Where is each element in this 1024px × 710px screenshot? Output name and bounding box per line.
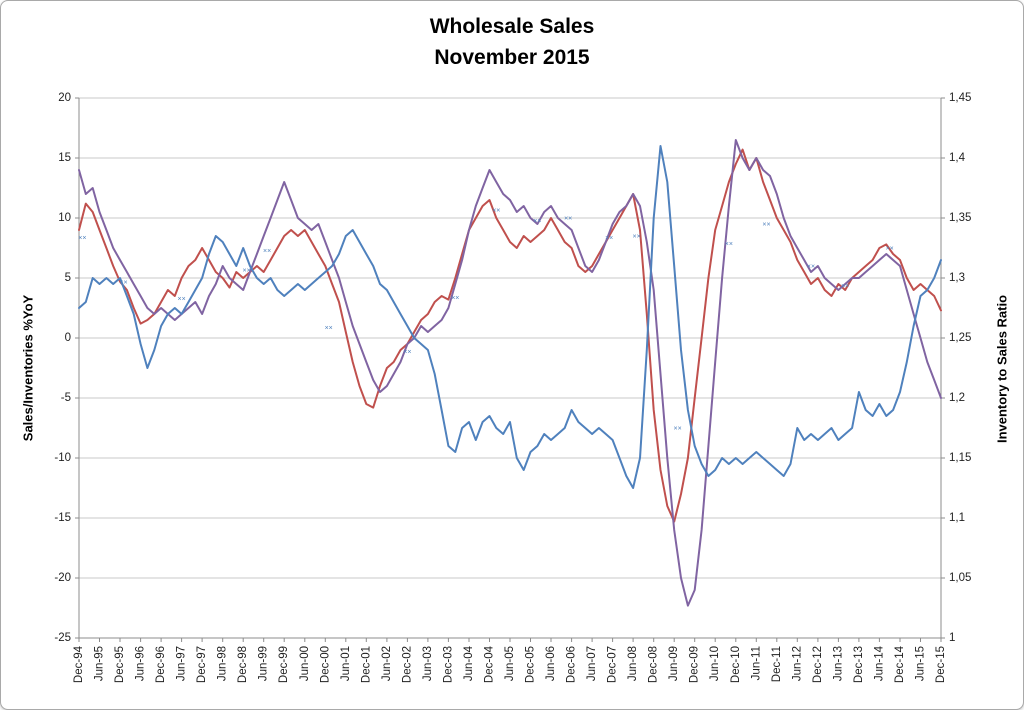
data-point-marker: ×× xyxy=(633,234,641,241)
x-tick-label: Dec-07 xyxy=(607,646,619,683)
y-left-tick-label: -10 xyxy=(54,452,71,464)
data-point-marker: ×× xyxy=(725,241,733,248)
series-sales-yoy-red xyxy=(78,148,942,523)
data-point-marker: ×× xyxy=(403,349,411,356)
data-point-marker: ×× xyxy=(762,222,770,229)
y-left-tick-label: 0 xyxy=(65,332,71,344)
x-tick-label: Dec-94 xyxy=(73,645,85,683)
y-right-tick-label: 1,15 xyxy=(949,452,971,464)
x-tick-label: Jun-05 xyxy=(504,646,516,681)
x-tick-label: Jun-99 xyxy=(258,646,270,681)
x-tick-label: Dec-08 xyxy=(648,646,660,683)
y-axis-right-title: Inventory to Sales Ratio xyxy=(994,294,1010,444)
y-left-tick-label: 15 xyxy=(58,152,71,164)
x-tick-label: Jun-15 xyxy=(915,646,927,681)
y-left-tick-label: 20 xyxy=(58,92,71,104)
series-inventory-to-sales-ratio-blue xyxy=(78,145,942,489)
y-left-tick-label: -20 xyxy=(54,572,71,584)
data-point-marker: ×× xyxy=(886,246,894,253)
x-tick-label: Jun-02 xyxy=(381,646,393,681)
data-point-marker: ×× xyxy=(564,216,572,223)
x-tick-label: Jun-13 xyxy=(832,646,844,681)
series-inventories-yoy-purple xyxy=(78,139,942,607)
x-tick-label: Dec-06 xyxy=(566,646,578,683)
data-point-marker: ×× xyxy=(492,207,500,214)
y-left-tick-label: -15 xyxy=(54,512,71,524)
y-right-tick-label: 1,45 xyxy=(949,92,971,104)
y-right-tick-label: 1,05 xyxy=(949,572,971,584)
chart-title: Wholesale Sales xyxy=(429,15,595,38)
x-tick-label: Dec-09 xyxy=(689,646,701,683)
data-point-marker: ×× xyxy=(605,235,613,242)
data-point-marker: ×× xyxy=(263,248,271,255)
x-tick-label: Dec-00 xyxy=(319,646,331,683)
y-right-tick-label: 1,4 xyxy=(949,152,966,164)
y-left-tick-label: -5 xyxy=(61,392,71,404)
y-left-tick-label: 10 xyxy=(58,212,71,224)
data-point-marker: ×× xyxy=(78,235,86,242)
x-tick-label: Dec-03 xyxy=(442,646,454,683)
x-tick-label: Dec-11 xyxy=(771,646,783,682)
x-tick-label: Dec-02 xyxy=(401,646,413,683)
x-tick-label: Dec-95 xyxy=(114,646,126,683)
data-point-marker: ×× xyxy=(119,279,127,286)
x-tick-label: Dec-15 xyxy=(935,646,947,683)
y-right-tick-label: 1,25 xyxy=(949,332,971,344)
x-tick-label: Dec-10 xyxy=(730,646,742,683)
x-tick-label: Dec-14 xyxy=(894,645,906,683)
x-tick-label: Jun-96 xyxy=(135,646,147,681)
x-tick-label: Dec-97 xyxy=(196,646,208,683)
chart-title-block: Wholesale Sales November 2015 xyxy=(1,11,1023,73)
x-tick-label: Jun-04 xyxy=(463,645,475,681)
x-tick-label: Dec-96 xyxy=(155,646,167,683)
x-tick-label: Dec-98 xyxy=(237,646,249,683)
x-tick-label: Dec-05 xyxy=(525,646,537,683)
data-point-marker: ×× xyxy=(243,267,251,274)
data-point-marker: ×× xyxy=(325,325,333,332)
x-tick-label: Dec-01 xyxy=(360,646,372,683)
data-point-marker: ×× xyxy=(533,218,541,225)
y-right-tick-label: 1,2 xyxy=(949,392,965,404)
x-tick-label: Jun-10 xyxy=(709,646,721,681)
data-point-marker: ×× xyxy=(841,283,849,290)
y-axis-left-title: Sales/Inventories %YoY xyxy=(20,294,36,442)
x-tick-label: Jun-11 xyxy=(750,646,762,680)
x-tick-label: Dec-12 xyxy=(812,646,824,683)
data-point-marker: ×× xyxy=(178,296,186,303)
x-tick-label: Jun-09 xyxy=(668,646,680,681)
x-tick-label: Jun-00 xyxy=(299,646,311,681)
x-tick-label: Jun-95 xyxy=(94,646,106,681)
x-tick-label: Dec-04 xyxy=(484,645,496,683)
x-tick-label: Jun-98 xyxy=(217,646,229,681)
x-tick-label: Jun-07 xyxy=(586,646,598,681)
y-right-tick-label: 1 xyxy=(949,632,955,644)
data-point-marker: ×× xyxy=(674,426,682,433)
data-point-marker: ×× xyxy=(451,295,459,302)
x-tick-label: Dec-99 xyxy=(278,646,290,683)
x-tick-label: Jun-14 xyxy=(873,645,885,681)
x-tick-label: Jun-01 xyxy=(340,646,352,681)
y-right-tick-label: 1,3 xyxy=(949,272,965,284)
x-tick-label: Jun-97 xyxy=(176,646,188,681)
y-left-tick-label: -25 xyxy=(54,632,71,644)
x-tick-label: Jun-12 xyxy=(791,646,803,681)
y-right-tick-label: 1,35 xyxy=(949,212,971,224)
x-tick-label: Dec-13 xyxy=(853,646,865,683)
y-left-tick-label: 5 xyxy=(65,272,71,284)
data-point-marker: ×× xyxy=(807,264,815,271)
x-tick-label: Jun-08 xyxy=(627,646,639,681)
chart-subtitle: November 2015 xyxy=(434,46,590,69)
x-tick-label: Jun-03 xyxy=(422,646,434,681)
y-right-tick-label: 1,1 xyxy=(949,512,965,524)
x-tick-label: Jun-06 xyxy=(545,646,557,681)
